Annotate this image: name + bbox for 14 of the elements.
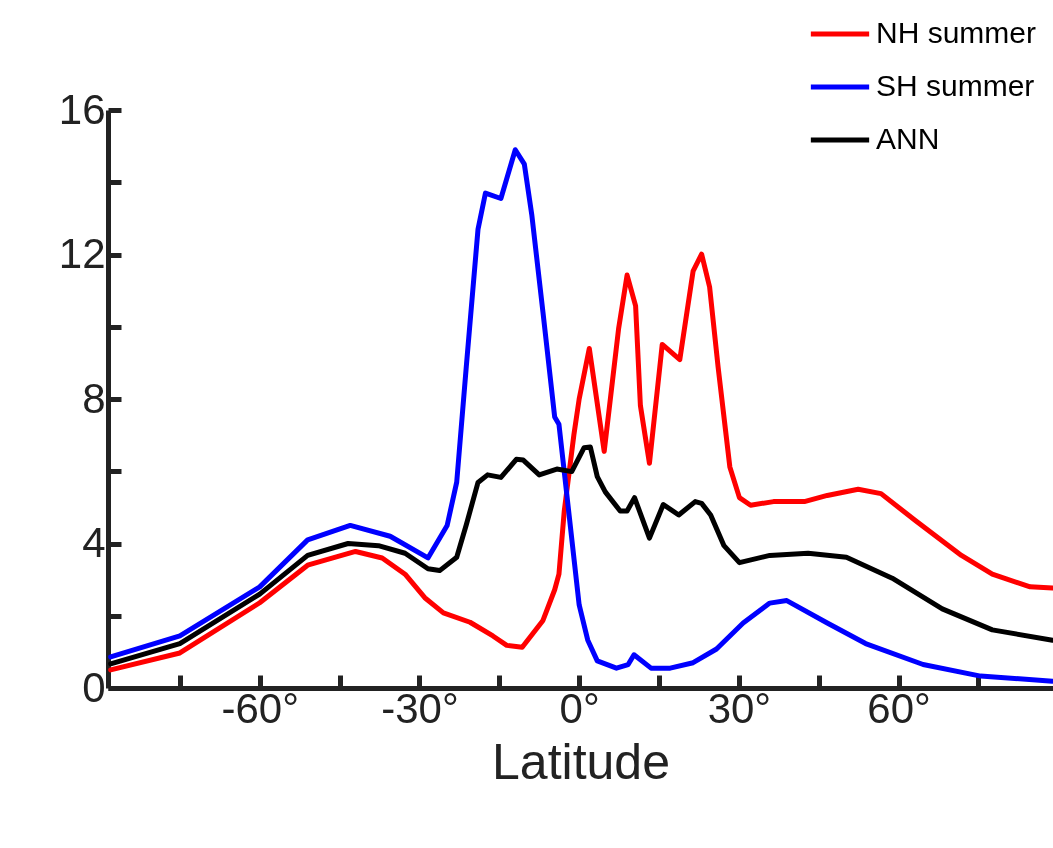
y-tick-label: 12 bbox=[58, 230, 106, 277]
y-tick-label: 16 bbox=[58, 85, 106, 133]
y-tick-label: 8 bbox=[82, 374, 106, 422]
x-tick-label: -30° bbox=[381, 684, 459, 732]
legend-label: ANN bbox=[876, 122, 940, 155]
legend-label: SH summer bbox=[876, 69, 1035, 102]
x-tick-label: 0° bbox=[559, 684, 600, 732]
x-tick-label: 30° bbox=[707, 684, 772, 732]
y-tick-label: 4 bbox=[82, 519, 106, 566]
y-tick-label: 0 bbox=[82, 663, 106, 711]
x-tick-label: 60° bbox=[867, 684, 931, 732]
legend-label: NH summer bbox=[876, 16, 1037, 49]
x-tick-label: -60° bbox=[221, 684, 299, 732]
x-axis-title: Latitude bbox=[492, 733, 670, 790]
